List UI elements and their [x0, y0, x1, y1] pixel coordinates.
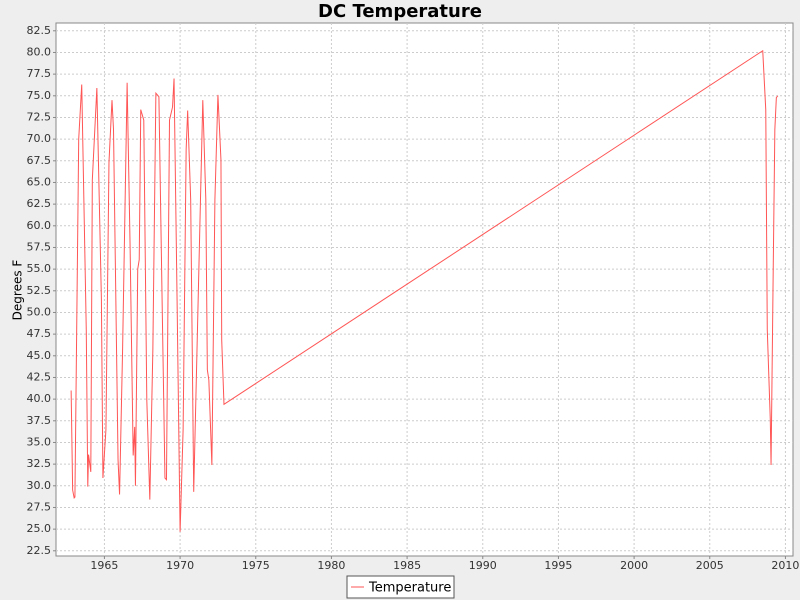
x-tick-label: 1965	[90, 559, 118, 572]
x-tick-label: 1990	[469, 559, 497, 572]
y-tick-label: 42.5	[27, 370, 52, 383]
y-tick-label: 37.5	[27, 414, 52, 427]
y-axis-label: Degrees F	[11, 260, 25, 321]
y-tick-label: 50.0	[27, 305, 52, 318]
y-tick-label: 32.5	[27, 457, 52, 470]
y-tick-label: 45.0	[27, 349, 52, 362]
y-tick-label: 60.0	[27, 219, 52, 232]
y-tick-label: 65.0	[27, 175, 52, 188]
x-tick-label: 2010	[771, 559, 799, 572]
x-tick-label: 1970	[166, 559, 194, 572]
x-tick-label: 2005	[696, 559, 724, 572]
y-tick-label: 82.5	[27, 24, 52, 37]
x-tick-label: 1985	[393, 559, 421, 572]
y-tick-label: 77.5	[27, 67, 52, 80]
y-tick-label: 62.5	[27, 197, 52, 210]
y-tick-label: 30.0	[27, 479, 52, 492]
y-tick-label: 25.0	[27, 522, 52, 535]
data-line	[70, 49, 779, 532]
y-tick-label: 27.5	[27, 500, 52, 513]
y-tick-label: 67.5	[27, 154, 52, 167]
x-tick-label: 1995	[544, 559, 572, 572]
y-tick-label: 47.5	[27, 327, 52, 340]
y-tick-label: 55.0	[27, 262, 52, 275]
x-tick-label: 1975	[242, 559, 270, 572]
chart-title: DC Temperature	[318, 1, 482, 22]
y-tick-label: 70.0	[27, 132, 52, 145]
y-tick-label: 72.5	[27, 110, 52, 123]
y-tick-label: 52.5	[27, 284, 52, 297]
y-tick-label: 35.0	[27, 435, 52, 448]
y-tick-label: 75.0	[27, 89, 52, 102]
legend-label: Temperature	[368, 581, 451, 596]
legend	[346, 575, 455, 599]
x-tick-label: 1980	[317, 559, 345, 572]
y-tick-label: 22.5	[27, 544, 52, 557]
y-tick-label: 40.0	[27, 392, 52, 405]
y-tick-label: 80.0	[27, 45, 52, 58]
x-tick-label: 2000	[620, 559, 648, 572]
y-tick-label: 57.5	[27, 240, 52, 253]
